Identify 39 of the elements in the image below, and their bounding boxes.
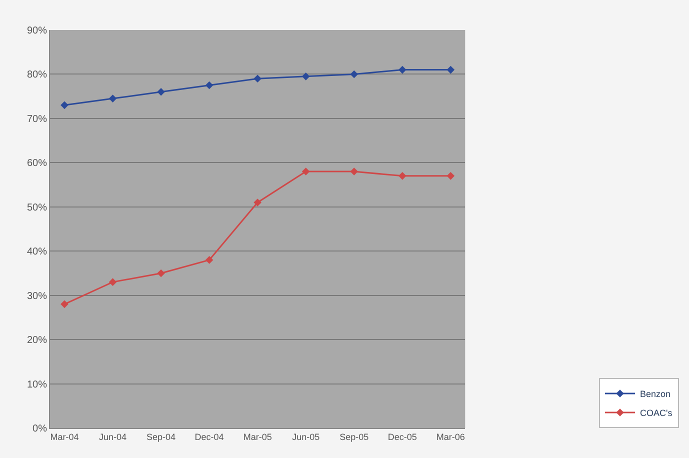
point	[446, 172, 455, 180]
legend-label: COAC's	[640, 408, 673, 418]
y-tick-label: 60%	[26, 158, 48, 170]
x-tick-label: Mar-05	[243, 432, 272, 442]
x-tick-label: Mar-04	[50, 432, 79, 442]
y-tick-label: 30%	[26, 290, 48, 302]
x-tick-label: Sep-05	[340, 432, 369, 442]
x-tick-label: Dec-05	[388, 432, 417, 442]
point	[350, 168, 358, 176]
y-tick-label: 40%	[26, 246, 48, 258]
y-tick-label: 20%	[26, 335, 48, 346]
point	[398, 172, 406, 180]
point	[108, 278, 117, 286]
point	[302, 168, 310, 176]
point	[254, 198, 262, 206]
point	[398, 66, 406, 74]
y-tick-label: 70%	[26, 114, 48, 125]
y-tick-label: 10%	[26, 379, 48, 390]
point	[205, 81, 214, 90]
x-tick-label: Jun-04	[98, 432, 127, 442]
point	[254, 74, 262, 83]
point	[446, 66, 455, 74]
point	[157, 88, 165, 96]
x-tick-label: Sep-04	[146, 432, 176, 442]
x-tick-label: Dec-04	[194, 432, 224, 442]
point	[350, 70, 358, 78]
y-tick-label: 50%	[26, 202, 48, 214]
x-tick-label: Jun-05	[292, 432, 320, 442]
x-tick-label: Mar-06	[436, 432, 465, 442]
point	[205, 256, 214, 264]
point	[157, 269, 165, 278]
point	[108, 94, 117, 102]
y-tick-label: 80%	[26, 70, 48, 81]
y-tick-label: 90%	[26, 26, 48, 36]
legend-label: Benzon	[640, 389, 671, 400]
y-tick-label: 0%	[32, 424, 48, 434]
point	[302, 72, 310, 80]
point	[60, 101, 68, 110]
point	[60, 300, 68, 308]
